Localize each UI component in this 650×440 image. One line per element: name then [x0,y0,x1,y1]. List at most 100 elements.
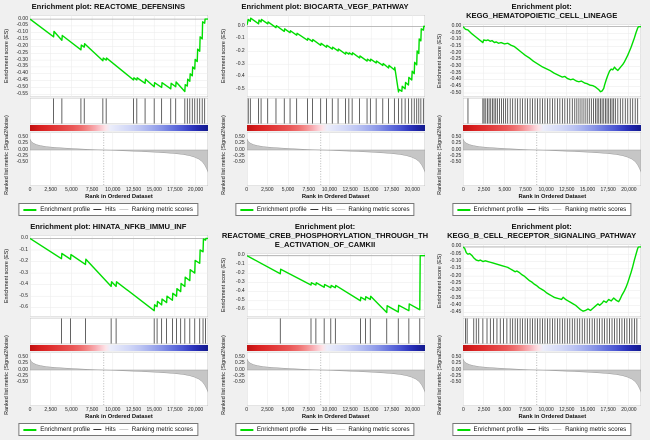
es-tick-label: -0.6 [236,306,245,313]
es-tick-label: -0.2 [236,270,245,277]
hits-line-icon [526,209,535,210]
metric-tick-label: 0.00 [451,366,462,373]
legend-label-enrichment-profile: Enrichment profile [473,426,524,433]
hits-line-icon [93,429,102,430]
ranking-metric-line-icon [119,209,129,210]
es-tick-label: -0.55 [16,90,28,97]
x-axis-label: Rank in Ordered Dataset [85,413,153,420]
metric-tick-label: 0.00 [18,366,28,373]
x-tick-label: 10,000 [105,406,121,413]
x-tick-label: 0 [28,406,32,413]
es-tick-label: -0.2 [19,258,28,265]
legend-label-enrichment-profile: Enrichment profile [256,426,307,433]
panel-title-line: Enrichment plot: HINATA_NFKB_IMMU_INF [30,222,187,231]
es-tick-label: 0.0 [237,252,245,259]
es-tick-label: 0.0 [21,234,28,241]
es-tick-label: 0.00 [18,15,28,22]
metric-tick-label: -0.50 [233,379,245,386]
ranking-metric-area [30,358,208,393]
x-tick-label: 10,000 [321,406,338,413]
enrichment-profile-line-icon [23,208,37,211]
x-tick-label: 0 [461,406,465,413]
legend-label-enrichment-profile: Enrichment profile [473,206,524,213]
enrichment-panel-reactome_defensins: Enrichment plot: REACTOME_DEFENSINS Enri… [0,0,217,220]
es-tick-label: -0.3 [236,60,245,67]
legend: Enrichment profile Hits Ranking metric s… [18,203,198,216]
enrichment-panel-reactome_creb_phosphorylation_through_the_activation_of_camkii: Enrichment plot: REACTOME_CREB_PHOSPHORYL… [216,220,434,440]
enrichment-profile-curve [463,246,642,312]
enrichment-panel-kegg_b_cell_receptor_signaling_pathway: Enrichment plot: KEGG_B_CELL_RECEPTOR_SIG… [433,220,650,440]
es-tick-label: -0.25 [449,56,462,63]
metric-tick-label: 0.25 [234,360,245,367]
es-tick-label: -0.25 [449,279,462,286]
es-plot [30,235,208,317]
x-tick-label: 20,000 [187,186,204,193]
x-tick-label: 2,500 [477,186,491,193]
x-tick-label: 7,500 [85,186,99,193]
es-tick-label: -0.10 [16,29,28,36]
x-tick-label: 20,000 [404,186,420,193]
ranking-metric-area [30,138,208,173]
rank-color-band [463,345,642,351]
es-tick-label: -0.25 [16,49,28,56]
x-tick-label: 17,500 [383,186,400,193]
legend-label-enrichment-profile: Enrichment profile [40,206,91,213]
x-tick-label: 5,000 [498,186,511,193]
metric-plot [246,352,425,406]
x-tick-label: 20,000 [621,406,637,413]
es-tick-label: -0.2 [236,48,245,55]
x-tick-label: 7,500 [302,186,315,193]
enrichment-panel-hinata_nfkb_immu_inf: Enrichment plot: HINATA_NFKB_IMMU_INF En… [0,220,217,440]
x-tick-label: 20,000 [621,186,637,193]
ranking-metric-area [463,358,642,393]
enrichment-profile-line-icon [240,428,254,431]
ranking-metric-area [246,358,425,393]
hits-plot [463,318,642,344]
es-tick-label: -0.4 [19,281,28,288]
metric-tick-label: -0.50 [16,159,28,166]
x-tick-label: 0 [28,186,32,193]
es-tick-label: -0.3 [19,269,28,276]
panel-title: Enrichment plot: REACTOME_DEFENSINS [0,2,217,11]
metric-tick-label: 0.25 [451,140,462,147]
panel-title-line: REACTOME_CREB_PHOSPHORYLATION_THROUGH_TH [221,231,429,240]
x-axis-label: Rank in Ordered Dataset [301,413,370,420]
legend-label-hits: Hits [538,426,550,433]
metric-tick-label: 0.25 [18,140,28,147]
x-axis-label: Rank in Ordered Dataset [301,193,370,200]
rank-color-band [30,125,208,131]
x-tick-label: 17,500 [167,186,183,193]
metric-tick-label: 0.00 [234,146,245,153]
x-tick-label: 15,000 [363,186,379,193]
metric-tick-label: -0.25 [233,152,245,159]
hits-plot [246,98,425,124]
ranking-metric-area [463,138,642,173]
hits-line-icon [526,429,535,430]
es-tick-label: -0.40 [449,301,462,308]
x-tick-label: 15,000 [363,406,379,413]
x-tick-label: 15,000 [146,186,162,193]
x-tick-label: 10,000 [105,186,121,193]
x-tick-label: 5,000 [281,406,295,413]
ranking-metric-area [246,138,425,173]
metric-tick-label: -0.25 [16,372,28,379]
es-tick-label: 0.00 [451,23,462,30]
metric-tick-label: -0.50 [233,159,245,166]
metric-tick-label: 0.00 [451,146,462,153]
x-tick-label: 2,500 [44,186,57,193]
es-tick-label: -0.50 [16,83,28,90]
legend: Enrichment profile Hits Ranking metric s… [18,423,198,436]
es-tick-label: -0.30 [449,62,462,69]
enrichment-panel-kegg_hematopoietic_cell_lineage: Enrichment plot: KEGG_HEMATOPOIETIC_CELL_… [433,0,650,220]
legend: Enrichment profile Hits Ranking metric s… [235,423,415,436]
legend-label-ranking-metric: Ranking metric scores [348,206,410,213]
es-tick-label: -0.5 [236,297,245,304]
es-plot [246,15,425,97]
es-plot [463,244,642,317]
es-tick-label: -0.1 [236,35,245,42]
hits-plot [30,98,208,124]
x-tick-label: 2,500 [261,186,274,193]
legend: Enrichment profile Hits Ranking metric s… [452,203,632,216]
legend-label-hits: Hits [321,426,333,433]
es-tick-label: -0.40 [16,70,28,77]
